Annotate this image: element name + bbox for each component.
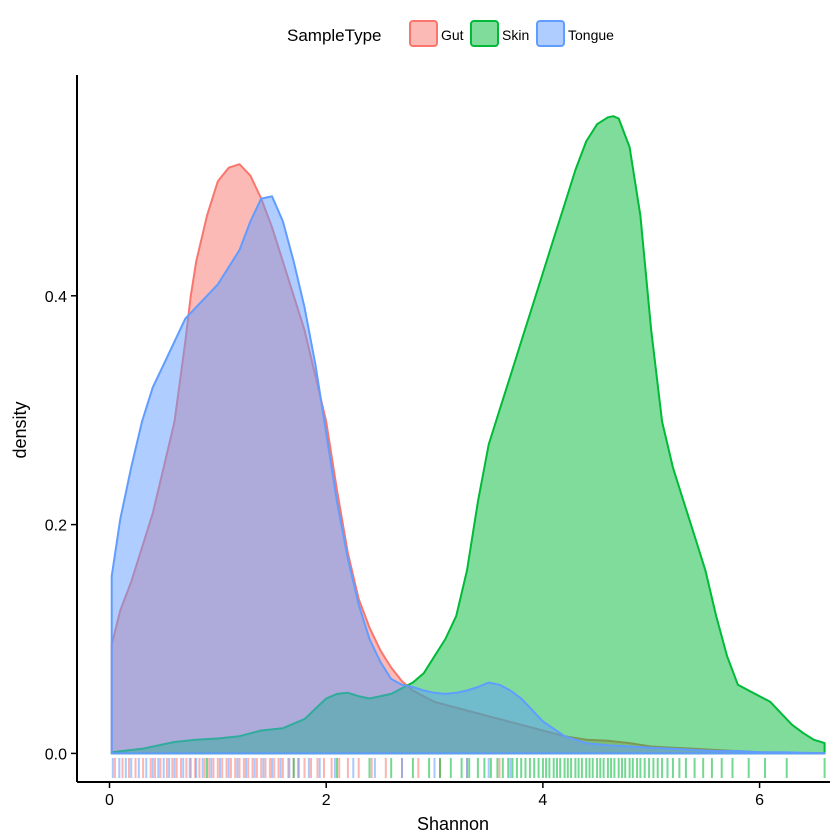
legend-title: SampleType: [287, 26, 382, 45]
y-tick-label: 0.2: [45, 518, 67, 535]
legend-key-skin: [470, 20, 499, 47]
legend-label-gut: Gut: [441, 27, 464, 43]
legend-item-gut: Gut: [409, 20, 464, 47]
y-axis-title: density: [10, 401, 30, 458]
legend-key-tongue: [536, 20, 565, 47]
x-axis-title: Shannon: [417, 814, 489, 834]
legend-item-tongue: Tongue: [536, 20, 614, 47]
y-tick-label: 0.0: [45, 746, 67, 763]
plot-area: 0 2 4 6 0.0 0.2 0.4: [45, 75, 830, 809]
legend: SampleType Gut Skin Tongue: [287, 20, 614, 47]
x-tick-label: 0: [105, 792, 114, 809]
y-tick-label: 0.4: [45, 289, 67, 306]
legend-item-skin: Skin: [470, 20, 529, 47]
x-tick-label: 4: [538, 792, 547, 809]
legend-key-gut: [409, 20, 438, 47]
x-tick-label: 2: [322, 792, 331, 809]
x-tick-label: 6: [755, 792, 764, 809]
legend-label-skin: Skin: [502, 27, 529, 43]
legend-label-tongue: Tongue: [568, 27, 614, 43]
density-area-tongue: [110, 195, 826, 755]
